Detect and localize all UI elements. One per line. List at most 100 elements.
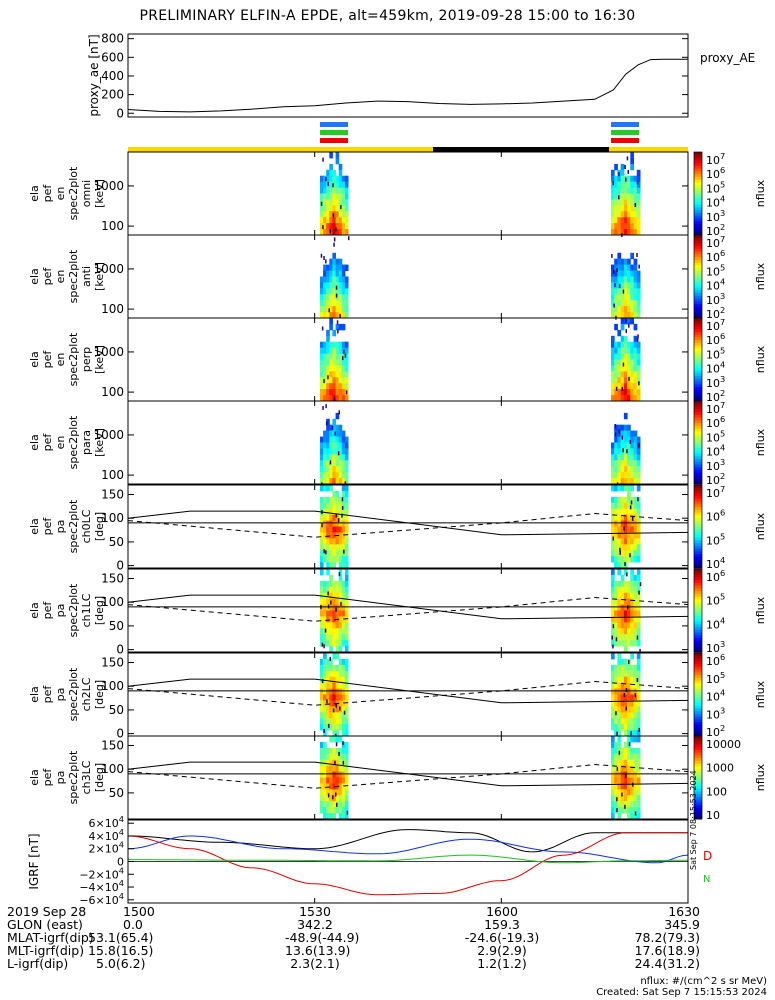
speckle (636, 678, 639, 682)
colorbar-cell (694, 298, 702, 302)
heat-cell (323, 270, 327, 277)
heat-cell (614, 448, 618, 455)
heat-cell (332, 211, 336, 218)
heat-cell (335, 217, 340, 224)
heat-cell (335, 664, 340, 672)
heat-cell (620, 801, 625, 808)
heat-cell (320, 217, 324, 224)
heat-cell (335, 377, 340, 384)
heat-cell (338, 526, 343, 533)
heat-cell (332, 300, 336, 307)
heat-cell (636, 658, 641, 666)
heat-cell (326, 460, 330, 467)
heat-cell (329, 508, 333, 516)
colorbar-cell (694, 785, 702, 790)
heat-cell (332, 282, 336, 289)
heat-cell (320, 688, 324, 695)
heat-cell (611, 169, 615, 177)
heat-cell (326, 592, 330, 600)
speckle (325, 404, 327, 409)
heat-cell (636, 610, 641, 617)
heat-cell (332, 640, 336, 647)
colorbar-tick-label: 104 (706, 194, 725, 210)
heat-cell (633, 526, 638, 533)
heat-cell (614, 741, 618, 749)
heat-cell (335, 312, 340, 319)
heat-cell (326, 448, 330, 455)
colorbar-cell (694, 501, 702, 505)
speckle (628, 742, 631, 747)
heat-cell (335, 276, 340, 283)
heat-cell (344, 508, 349, 516)
colorbar-cell (694, 464, 702, 468)
heat-cell (623, 544, 628, 551)
heat-cell (335, 508, 340, 516)
colorbar-cell (694, 472, 702, 477)
heat-cell (323, 789, 327, 796)
heat-cell (611, 556, 615, 563)
colorbar-cell (694, 554, 702, 558)
heat-cell (630, 586, 634, 594)
heat-cell (338, 288, 343, 295)
colorbar-tick-label: 105 (706, 531, 725, 547)
panel-frame (127, 568, 689, 653)
heat-cell (326, 217, 330, 224)
y-axis-label: [deg] (93, 512, 106, 541)
heat-cell (627, 640, 631, 647)
heat-cell (630, 634, 634, 641)
heat-cell (630, 395, 634, 402)
heat-cell (344, 264, 349, 271)
heat-cell (326, 664, 330, 672)
colorbar-cell (694, 226, 702, 230)
heat-cell (636, 365, 641, 372)
heat-cell (332, 217, 336, 224)
heat-cell (323, 496, 327, 504)
y-axis-label: [deg] (93, 596, 106, 625)
heat-cell (633, 442, 638, 449)
heat-cell (623, 741, 628, 749)
colorbar-cell (694, 813, 702, 817)
heat-cell (620, 359, 625, 366)
footer-value: 13.6(13.9) (285, 943, 351, 958)
heat-cell (617, 789, 622, 796)
heat-cell (636, 454, 641, 461)
speckle (616, 731, 618, 736)
heat-cell (338, 747, 343, 755)
colorbar-cell (694, 259, 702, 264)
heat-cell (623, 586, 628, 594)
heat-cell (623, 211, 628, 218)
heat-cell (623, 466, 628, 473)
heat-cell (338, 550, 343, 557)
y-axis-label: spec2plot (67, 499, 80, 553)
heat-cell (623, 181, 628, 188)
heat-cell (320, 371, 324, 378)
heat-cell (617, 442, 622, 449)
heat-cell (623, 634, 628, 641)
heat-cell (623, 628, 628, 635)
heat-cell (323, 442, 327, 449)
heat-cell (338, 520, 343, 527)
y-axis-label: pef (41, 267, 54, 286)
colorbar-cell (694, 215, 702, 219)
heat-cell (627, 211, 631, 218)
speckle (321, 642, 324, 647)
heat-cell (614, 436, 618, 443)
heat-cell (636, 359, 641, 366)
loss-cone-line (127, 761, 689, 787)
colorbar-cell (694, 722, 702, 726)
heat-cell (636, 712, 641, 719)
heat-cell (344, 199, 349, 206)
colorbar-cell (694, 577, 702, 581)
heat-cell (630, 187, 634, 194)
colorbar-cell (694, 412, 702, 416)
colorbar-cell (694, 384, 702, 388)
heat-cell (633, 383, 638, 390)
heat-cell (332, 169, 336, 177)
heat-cell (623, 526, 628, 533)
speckle (341, 506, 344, 510)
colorbar-label: nflux (754, 512, 767, 540)
heat-cell (617, 217, 622, 224)
heat-cell (636, 466, 641, 473)
heat-cell (323, 485, 327, 492)
